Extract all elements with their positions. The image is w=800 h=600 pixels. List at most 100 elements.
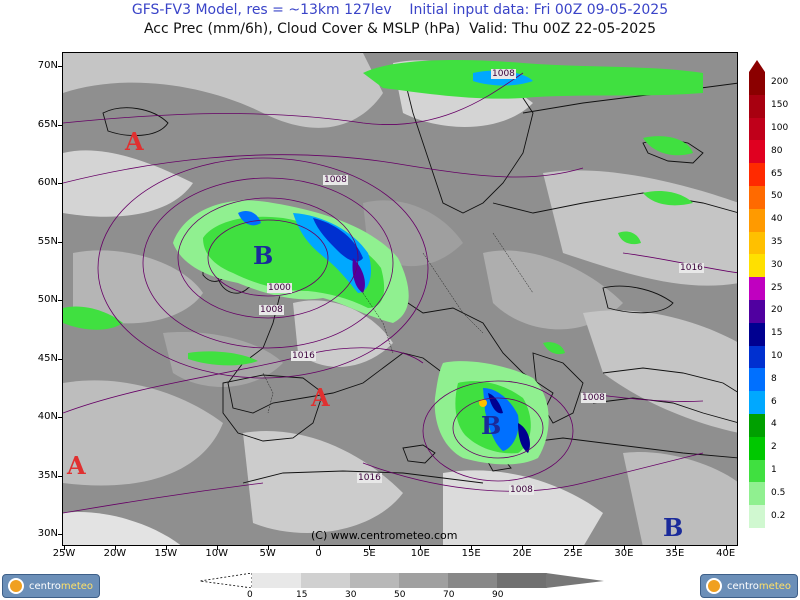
isobar-label: 1008 [323,175,348,185]
cloud-cover-label: 70 [443,590,455,600]
logo-text-part1: centro [29,580,61,592]
legend-label: 40 [771,214,783,225]
legend-label: 200 [771,77,789,88]
country-borders [262,232,534,414]
pressure-center-low-italy: B [481,411,502,440]
legend-label: 6 [771,396,777,407]
latitude-tick [58,534,62,535]
precip-scattered [63,191,693,366]
latitude-tick-label: 40N [37,411,58,422]
longitude-tick-label: 25W [52,548,76,559]
copyright-text: (C) www.centrometeo.com [311,529,458,542]
latitude-tick [58,66,62,67]
cloud-bar-left-arrow-icon [200,573,252,588]
longitude-tick-label: 10E [410,548,430,559]
legend-color-swatch [749,208,765,233]
latitude-tick-label: 45N [37,352,58,364]
centrometeo-logo-right[interactable]: centro meteo [700,574,798,598]
longitude-tick-label: 5W [259,548,276,559]
longitude-tick-label: 20W [103,548,127,559]
legend-label: 1 [771,465,777,475]
pressure-center-high-iberia: A [311,383,330,412]
isobar-label: 1008 [581,393,606,403]
cloud-cover-label: 50 [394,590,406,600]
cloud-color-swatch [448,573,498,588]
pressure-center-high-iceland: A [125,127,144,156]
latitude-tick-label: 30N [37,528,58,539]
longitude-tick [471,546,473,550]
longitude-tick-label: 20E [512,548,532,559]
legend-color-swatch [749,94,765,119]
latitude-tick [58,475,62,477]
legend-label: 20 [771,305,783,316]
legend-label: 65 [771,168,783,179]
legend-label: 10 [771,351,783,361]
cloud-cover-label: 90 [492,590,504,600]
isobar-label: 1016 [291,351,316,361]
title-model-info: GFS-FV3 Model, res = ~13km 127lev Initia… [131,2,669,18]
legend-label: 30 [771,259,783,270]
legend-color-swatch [749,300,765,324]
legend-color-swatch [749,505,765,529]
title-variable-info: Acc Prec (mm/6h), Cloud Cover & MSLP (hP… [143,21,657,37]
latitude-tick-label: 65N [37,118,58,130]
latitude-tick-label: 55N [37,235,58,247]
legend-label: 0.2 [771,510,786,521]
legend-color-swatch [749,482,765,506]
legend-color-swatch [749,231,765,255]
isobar-label: 1016 [357,473,382,483]
longitude-tick [725,546,727,550]
cloud-color-swatch [399,573,449,588]
longitude-tick-label: 15W [154,548,178,559]
pressure-center-high-atlantic-sw: A [67,451,86,480]
legend-label: 2 [771,442,777,453]
latitude-tick [58,358,62,360]
latitude-tick [58,241,62,243]
legend-label: 25 [771,282,783,293]
longitude-tick-label: 15E [461,548,481,559]
isobars [63,72,737,514]
longitude-tick [623,546,625,550]
latitude-tick [58,124,62,126]
longitude-tick-label: 30E [614,548,634,559]
isobar-label: 1016 [679,263,704,273]
cloud-cover-label: 0 [247,590,253,600]
logo-text-part2: meteo [758,580,792,592]
legend-color-swatch [749,72,765,96]
longitude-tick [216,546,218,550]
legend-color-swatch [749,186,765,210]
longitude-tick-label: 40E [716,548,736,559]
legend-color-swatch [749,391,765,415]
legend-label: 4 [771,419,777,430]
map-canvas [63,53,737,545]
weather-map: A B A A B B 1008 1008 1016 1000 1008 101… [62,52,738,546]
legend-label: 50 [771,191,783,202]
legend-label: 8 [771,373,777,384]
longitude-tick [522,546,524,550]
globe-icon [8,578,24,594]
latitude-tick-label: 50N [37,294,58,305]
pressure-center-low-levant: B [663,513,684,542]
legend-label: 150 [771,100,789,111]
cloud-color-swatch [301,573,351,588]
legend-label: 80 [771,145,783,156]
legend-label: 0.5 [771,487,786,498]
legend-color-swatch [749,436,765,461]
centrometeo-logo-left[interactable]: centro meteo [2,574,100,598]
longitude-tick [674,546,676,550]
cloud-color-swatch [350,573,400,588]
longitude-tick [420,546,422,550]
isobar-label: 1008 [259,305,284,315]
legend-color-swatch [749,254,765,278]
cloud-cover-label: 30 [345,590,357,600]
legend-color-swatch [749,414,765,438]
latitude-tick-label: 70N [37,60,58,71]
isobar-label: 1000 [267,283,292,293]
longitude-tick [165,546,167,550]
longitude-tick-label: 25E [563,548,583,559]
precip-low-britain [173,200,409,323]
legend-arrow-icon [749,60,765,72]
longitude-tick-label: 35E [665,548,685,559]
longitude-tick [267,546,269,550]
latitude-tick [58,300,62,301]
